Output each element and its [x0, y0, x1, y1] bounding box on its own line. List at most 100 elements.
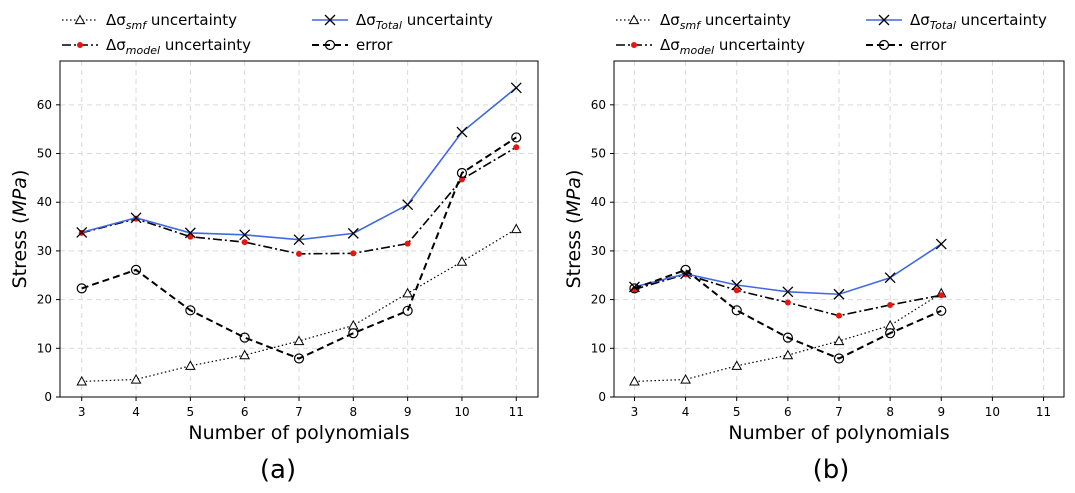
data-point-total — [293, 234, 305, 246]
data-point-total — [130, 212, 142, 224]
y-tick-label: 60 — [37, 98, 52, 112]
data-point-error — [782, 332, 793, 343]
legend: Δσsmf uncertainty ΔσTotal uncertainty Δσmo… — [62, 11, 493, 57]
data-point-error — [629, 283, 640, 294]
x-tick-label: 3 — [78, 405, 86, 419]
x-tick-label: 5 — [187, 405, 195, 419]
series-error — [629, 264, 947, 364]
y-tick-label: 20 — [591, 293, 606, 307]
y-tick-label: 50 — [37, 147, 52, 161]
series-line-smf — [81, 228, 517, 383]
legend-item-total: ΔσTotal uncertainty — [312, 11, 493, 32]
data-point-model — [513, 144, 520, 151]
data-point-error — [936, 305, 947, 316]
legend-marker-model — [631, 42, 637, 48]
series-smf — [76, 223, 522, 386]
data-point-total — [510, 82, 522, 94]
data-point-smf — [76, 375, 88, 386]
data-point-total — [402, 199, 414, 211]
data-point-smf — [629, 375, 640, 386]
data-point-total — [347, 227, 359, 239]
data-point-smf — [833, 335, 845, 346]
data-point-model — [938, 292, 945, 299]
legend-label-smf: Δσsmf uncertainty — [106, 11, 237, 32]
data-point-smf — [185, 360, 196, 370]
x-axis-label: Number of polynomials — [728, 422, 949, 444]
y-axis-label: Stress (MPa) — [563, 170, 585, 289]
x-tick-label: 10 — [985, 405, 1000, 419]
data-point-total — [833, 288, 845, 300]
data-point-total — [239, 229, 251, 241]
legend-marker-total — [324, 14, 336, 26]
x-axis-label: Number of polynomials — [188, 422, 409, 444]
data-point-total — [184, 227, 196, 239]
legend-label-model: Δσmodel uncertainty — [106, 36, 251, 57]
legend-label-model: Δσmodel uncertainty — [660, 36, 805, 57]
legend-label-smf: Δσsmf uncertainty — [660, 11, 791, 32]
x-tick-label: 7 — [835, 405, 843, 419]
y-tick-label: 50 — [591, 147, 606, 161]
series-error — [76, 132, 522, 364]
series-line-error — [81, 136, 517, 360]
data-point-model — [784, 299, 791, 306]
chart-panel-a: 3 4 5 6 7 8 9 10 11 0 10 20 30 40 50 60 Number of polyno… — [9, 11, 539, 485]
y-tick-label: 30 — [591, 244, 606, 258]
y-tick-label: 10 — [591, 341, 606, 355]
panel-label: (b) — [813, 455, 850, 485]
legend-label-total: ΔσTotal uncertainty — [356, 11, 493, 32]
chart-panel-b: 3 4 5 6 7 8 9 10 11 0 10 20 30 40 50 60 Number of polyno… — [563, 11, 1065, 485]
plot-area-frame — [613, 60, 1065, 398]
data-point-smf — [239, 349, 251, 360]
data-point-smf — [884, 319, 896, 330]
y-tick-label: 10 — [37, 341, 52, 355]
data-point-error — [76, 283, 87, 294]
data-point-error — [511, 132, 522, 143]
x-tick-label: 4 — [682, 405, 690, 419]
y-tick-label: 0 — [598, 390, 606, 404]
series-line-error — [634, 268, 942, 360]
x-tick-label: 8 — [349, 405, 357, 419]
data-point-error — [680, 264, 691, 276]
x-tick-label: 11 — [1036, 405, 1051, 419]
data-point-model — [350, 250, 357, 257]
legend-item-model: Δσmodel uncertainty — [62, 36, 251, 57]
x-tick-label: 7 — [295, 405, 303, 419]
x-tick-label: 3 — [631, 405, 639, 419]
data-point-smf — [402, 287, 413, 298]
data-point-smf — [456, 256, 468, 266]
legend-item-error: error — [312, 36, 393, 54]
data-point-smf — [680, 373, 691, 384]
x-tick-label: 11 — [509, 405, 524, 419]
data-point-total — [935, 238, 947, 250]
legend-marker-error — [324, 39, 336, 51]
x-tick-label: 9 — [404, 405, 412, 419]
grid — [614, 61, 1064, 398]
data-point-error — [293, 353, 305, 364]
y-tick-label: 20 — [37, 293, 52, 307]
data-point-smf — [347, 319, 359, 330]
data-point-smf — [293, 335, 305, 346]
data-point-error — [185, 305, 196, 316]
y-tick-label: 40 — [591, 195, 606, 209]
plot-area-frame — [59, 60, 539, 398]
data-point-model — [887, 301, 894, 308]
data-point-error — [130, 264, 142, 276]
data-point-model — [296, 250, 302, 257]
legend-marker-total — [878, 14, 890, 26]
x-tick-label: 4 — [132, 405, 140, 419]
data-point-model — [404, 240, 411, 247]
x-tick-label: 5 — [733, 405, 741, 419]
data-point-total — [456, 126, 468, 138]
data-point-error — [348, 328, 359, 339]
legend-item-error: error — [866, 36, 947, 54]
panel-label: (a) — [260, 455, 296, 485]
legend-label-error: error — [356, 36, 393, 54]
data-point-total — [76, 226, 88, 238]
series-total — [76, 82, 522, 246]
y-tick-label: 60 — [591, 98, 606, 112]
grid — [60, 61, 538, 398]
data-point-model — [133, 215, 140, 222]
x-tick-label: 8 — [886, 405, 894, 419]
data-point-smf — [731, 360, 743, 370]
